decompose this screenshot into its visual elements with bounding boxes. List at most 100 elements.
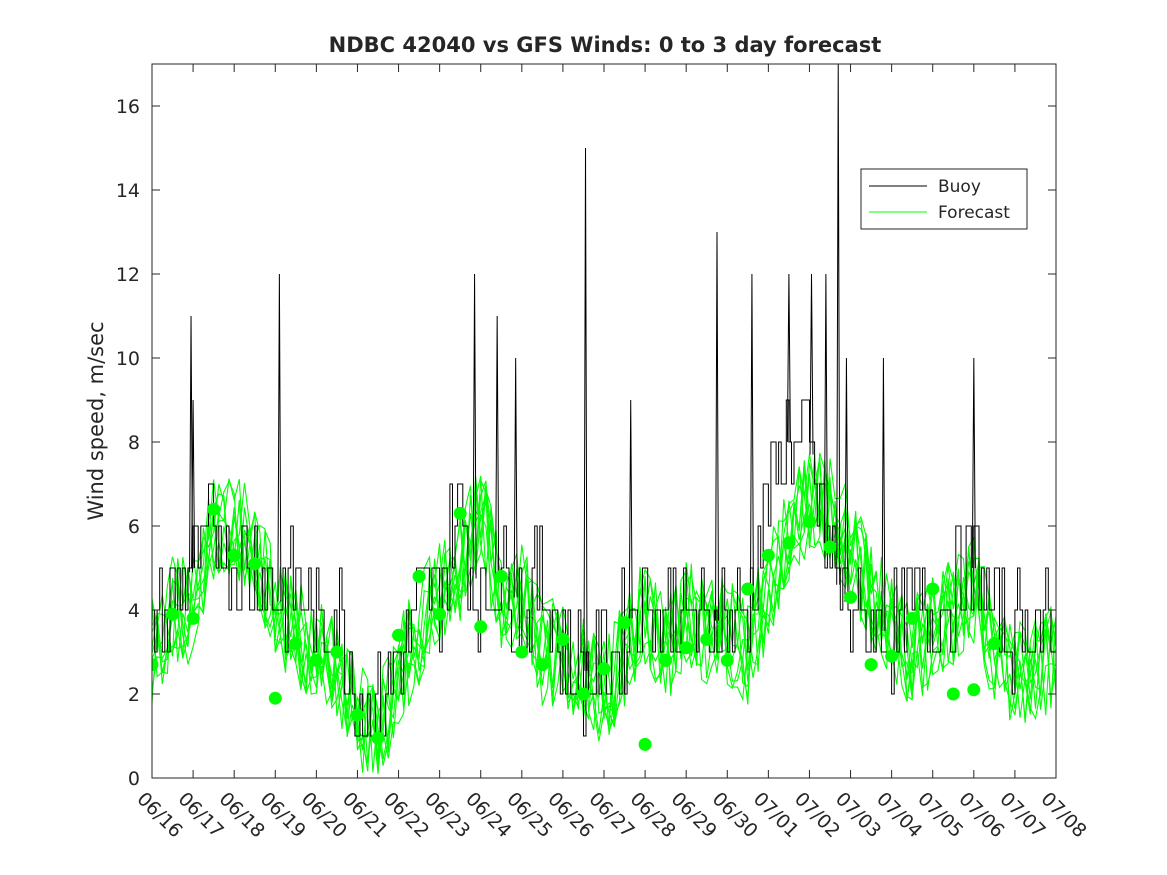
forecast-marker — [618, 616, 632, 630]
forecast-marker — [905, 611, 919, 625]
x-tick-label: 06/24 — [461, 788, 515, 842]
forecast-marker — [474, 620, 488, 634]
forecast-marker — [576, 687, 590, 701]
x-tick-label: 07/08 — [1036, 788, 1090, 842]
forecast-marker — [494, 569, 508, 583]
forecast-marker — [761, 548, 775, 562]
buoy-spike — [971, 357, 976, 569]
forecast-marker — [350, 708, 364, 722]
forecast-line — [152, 454, 1056, 773]
forecast-marker — [638, 737, 652, 751]
x-tick-label: 06/27 — [584, 788, 638, 842]
forecast-marker — [782, 536, 796, 550]
x-tick-label: 07/02 — [790, 788, 844, 842]
forecast-marker — [535, 658, 549, 672]
x-tick-label: 07/01 — [749, 788, 803, 842]
forecast-marker — [392, 628, 406, 642]
x-tick-label: 07/03 — [831, 788, 885, 842]
forecast-marker — [679, 641, 693, 655]
buoy-spike — [628, 399, 633, 619]
forecast-marker — [207, 502, 221, 516]
forecast-marker — [268, 691, 282, 705]
x-tick-label: 06/20 — [297, 788, 351, 842]
forecast-marker — [700, 632, 714, 646]
legend-label: Forecast — [938, 203, 1010, 223]
buoy-spike — [844, 357, 849, 602]
legend-box — [860, 168, 1028, 230]
x-tick-label: 06/18 — [215, 788, 269, 842]
x-tick-label: 06/23 — [420, 788, 474, 842]
buoy-spike — [191, 399, 196, 569]
forecast-line — [152, 468, 1056, 773]
forecast-marker — [720, 653, 734, 667]
forecast-marker — [987, 637, 1001, 651]
x-tick-label: 06/26 — [543, 788, 597, 842]
forecast-marker — [371, 731, 385, 745]
y-axis: 0 2 4 6 8 10 12 14 16 — [116, 96, 1056, 790]
forecast-marker — [186, 611, 200, 625]
x-tick-label: 06/16 — [132, 788, 186, 842]
forecast-marker — [152, 658, 159, 672]
x-tick-label: 06/28 — [626, 788, 680, 842]
buoy-spike — [715, 231, 719, 621]
forecast-marker — [166, 607, 180, 621]
buoy-spike — [786, 273, 791, 443]
forecast-line — [152, 457, 1056, 774]
forecast-marker — [248, 557, 262, 571]
buoy-spike — [809, 273, 814, 455]
buoy-spike — [495, 315, 500, 577]
forecast-marker — [227, 548, 241, 562]
y-tick-label: 8 — [128, 432, 140, 454]
x-tick-label: 07/04 — [872, 788, 926, 842]
x-tick-label: 07/06 — [954, 788, 1008, 842]
buoy-spike — [513, 357, 518, 598]
legend: Buoy Forecast — [860, 168, 1028, 230]
forecast-line — [152, 480, 1056, 755]
x-tick-label: 06/19 — [256, 788, 310, 842]
forecast-marker — [453, 506, 467, 520]
forecast-marker — [864, 658, 878, 672]
x-tick-label: 06/30 — [708, 788, 762, 842]
x-tick-label: 06/22 — [379, 788, 433, 842]
forecast-marker — [412, 569, 426, 583]
buoy-line — [152, 399, 1056, 737]
y-tick-label: 12 — [116, 264, 140, 286]
x-tick-label: 07/05 — [913, 788, 967, 842]
forecast-marker — [309, 653, 323, 667]
forecast-marker — [515, 645, 529, 659]
forecast-marker — [844, 590, 858, 604]
x-tick-label: 06/25 — [502, 788, 556, 842]
x-tick-label: 06/21 — [338, 788, 392, 842]
legend-label: Buoy — [938, 177, 981, 197]
forecast-marker — [885, 649, 899, 663]
buoy-spike — [583, 147, 588, 671]
y-tick-label: 14 — [116, 180, 140, 202]
y-tick-label: 6 — [128, 516, 140, 538]
y-tick-label: 2 — [128, 684, 140, 706]
y-tick-label: 10 — [116, 348, 140, 370]
forecast-marker — [946, 687, 960, 701]
y-axis-label: Wind speed, m/sec — [84, 321, 108, 520]
forecast-marker — [741, 582, 755, 596]
x-tick-label: 06/17 — [174, 788, 228, 842]
forecast-marker — [433, 607, 447, 621]
y-tick-label: 4 — [128, 600, 140, 622]
forecast-marker — [330, 645, 344, 659]
forecast-marker — [556, 632, 570, 646]
x-tick-label: 06/29 — [667, 788, 721, 842]
forecast-marker — [659, 653, 673, 667]
forecast-marker — [926, 582, 940, 596]
y-tick-label: 16 — [116, 96, 140, 118]
y-tick-label: 0 — [128, 768, 140, 790]
buoy-spike — [277, 273, 282, 602]
buoy-spike — [472, 273, 477, 579]
forecast-marker — [823, 540, 837, 554]
buoy-spike — [881, 357, 886, 632]
buoy-spike — [836, 64, 841, 585]
forecast-marker — [289, 637, 303, 651]
forecast-marker — [967, 683, 981, 697]
buoy-spike — [823, 273, 828, 543]
forecast-marker — [802, 515, 816, 529]
buoy-spike — [749, 273, 754, 602]
